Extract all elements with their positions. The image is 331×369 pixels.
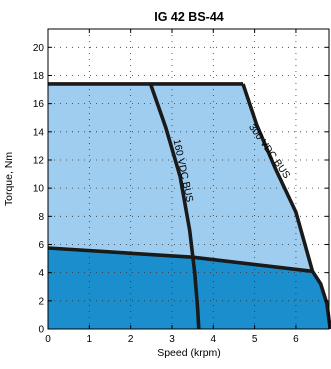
curve-2 — [241, 83, 331, 330]
x-tick-label: 3 — [169, 334, 175, 345]
x-tick-label: 4 — [211, 334, 217, 345]
y-tick-label: 6 — [38, 240, 44, 251]
y-tick-label: 12 — [33, 155, 45, 166]
y-tick-label: 20 — [33, 43, 45, 54]
x-tick-label: 6 — [293, 334, 299, 345]
y-tick-label: 8 — [38, 212, 44, 223]
y-tick-label: 0 — [38, 325, 44, 336]
y-tick-label: 16 — [33, 99, 45, 110]
y-tick-label: 2 — [38, 296, 44, 307]
curve-1 — [148, 83, 201, 330]
y-tick-label: 4 — [38, 268, 44, 279]
plot-frame — [47, 28, 330, 330]
y-tick-label: 10 — [33, 184, 45, 195]
y-tick-label: 14 — [33, 127, 45, 138]
curve-3 — [47, 246, 313, 274]
region-dark — [48, 248, 331, 329]
x-tick-label: 5 — [252, 334, 258, 345]
x-tick-label: 1 — [87, 334, 93, 345]
x-tick-label: 0 — [45, 334, 51, 345]
chart-title: IG 42 BS-44 — [154, 10, 224, 24]
x-tick-label: 2 — [128, 334, 134, 345]
y-tick-label: 18 — [33, 71, 45, 82]
y-axis-label: Torque, Nm — [3, 152, 15, 207]
x-axis-label: Speed (krpm) — [157, 347, 221, 359]
